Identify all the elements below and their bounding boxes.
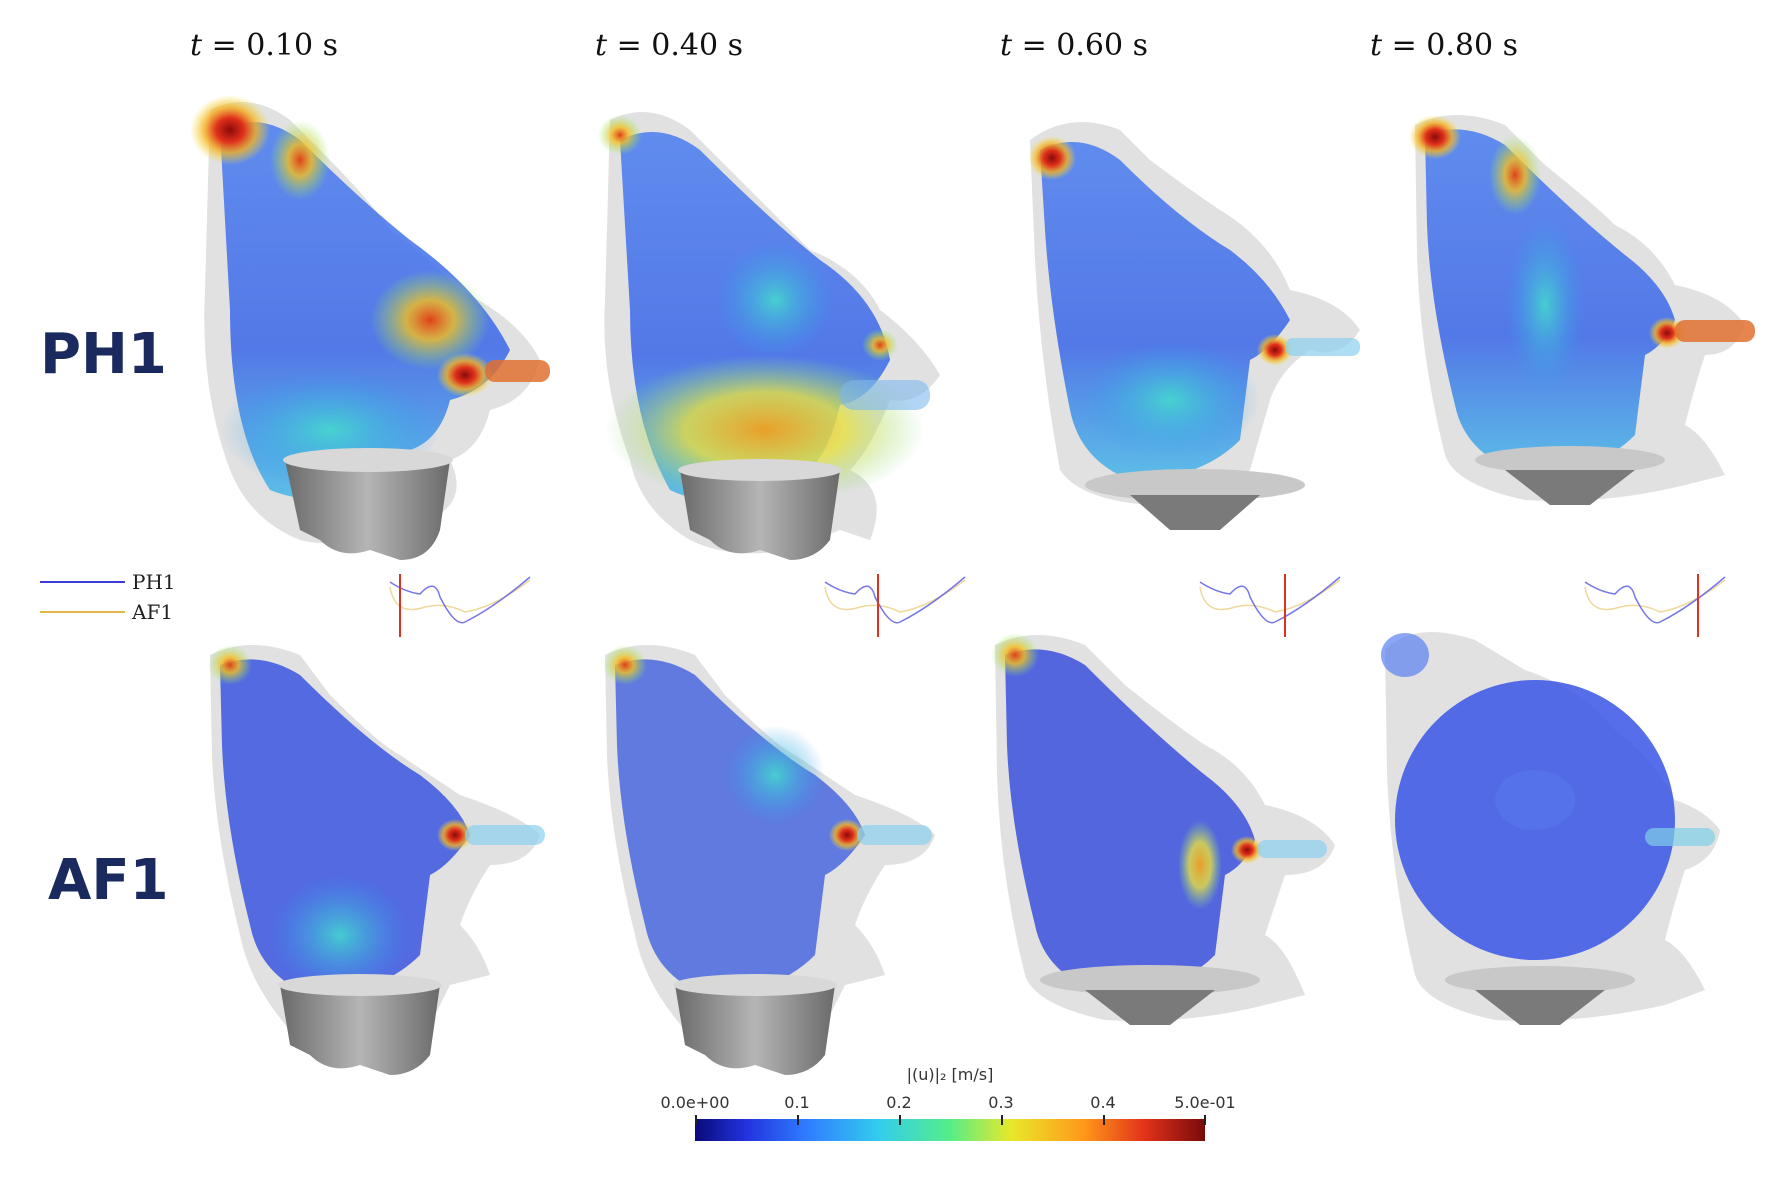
colorbar-tick-4 — [1103, 1115, 1105, 1125]
time-label-4: t = 0.80 s — [1370, 28, 1519, 63]
colorbar: |(u)|₂ [m/s] 0.0e+00 0.1 0.2 0.3 0.4 5.0… — [660, 1065, 1236, 1175]
row-label-af1: AF1 — [48, 848, 169, 913]
volume-render-ph1-t060 — [1028, 122, 1360, 530]
volume-render-af1-t010 — [208, 645, 545, 1075]
time-marker-plot-4 — [1584, 574, 1726, 637]
colorbar-tick-label-4: 0.4 — [1090, 1093, 1116, 1112]
time-marker-plot-2 — [824, 574, 966, 637]
legend-swatch-af1 — [40, 611, 125, 613]
time-marker-plot-1 — [389, 574, 531, 637]
volume-render-ph1-t010 — [190, 95, 550, 560]
colorbar-tick-0 — [695, 1115, 697, 1125]
colorbar-title: |(u)|₂ [m/s] — [906, 1065, 994, 1084]
colorbar-tick-3 — [1001, 1115, 1003, 1125]
time-label-3: t = 0.60 s — [1000, 28, 1149, 63]
legend-label-af1: AF1 — [132, 600, 174, 624]
legend-entry-af1: AF1 — [40, 600, 210, 624]
time-label-2: t = 0.40 s — [595, 28, 744, 63]
legend-entry-ph1: PH1 — [40, 570, 210, 594]
volume-render-af1-t040 — [603, 645, 935, 1075]
volume-render-af1-t060 — [991, 633, 1335, 1025]
colorbar-tick-label-5: 5.0e-01 — [1174, 1093, 1236, 1112]
colorbar-tick-label-0: 0.0e+00 — [660, 1093, 730, 1112]
volume-render-ph1-t040 — [598, 112, 940, 560]
time-marker-plot-3 — [1199, 574, 1341, 637]
colorbar-gradient — [695, 1119, 1205, 1141]
colorbar-tick-label-3: 0.3 — [988, 1093, 1014, 1112]
time-label-1: t = 0.10 s — [190, 28, 339, 63]
colorbar-tick-1 — [797, 1115, 799, 1125]
colorbar-tick-5 — [1204, 1115, 1206, 1125]
legend-label-ph1: PH1 — [132, 570, 176, 594]
volume-render-ph1-t080 — [1409, 115, 1755, 505]
colorbar-tick-2 — [899, 1115, 901, 1125]
legend-swatch-ph1 — [40, 581, 125, 583]
legend: PH1 AF1 — [40, 570, 200, 630]
row-label-ph1: PH1 — [40, 322, 167, 387]
volume-render-af1-t080 — [1381, 632, 1720, 1025]
colorbar-tick-label-2: 0.2 — [886, 1093, 912, 1112]
colorbar-tick-label-1: 0.1 — [784, 1093, 810, 1112]
